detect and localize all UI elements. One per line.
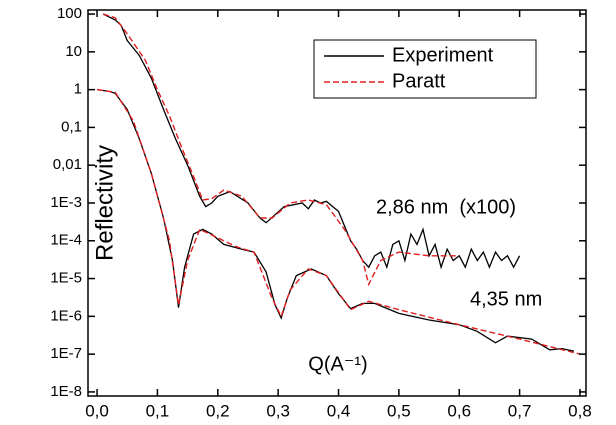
y-tick-label: 0,01 [53, 156, 82, 173]
y-axis-label: Reflectivity [91, 145, 118, 261]
x-tick-label: 0,4 [327, 401, 351, 420]
x-axis-label: Q(A⁻¹) [308, 353, 367, 375]
legend-label: Paratt [392, 70, 446, 92]
annotation: 2,86 nm (x100) [376, 196, 516, 218]
annotation: 4,35 nm [470, 288, 542, 310]
x-tick-label: 0,3 [266, 401, 290, 420]
x-tick-label: 0,0 [85, 401, 109, 420]
x-tick-label: 0,7 [508, 401, 532, 420]
data-line [102, 13, 460, 287]
x-tick-label: 0,6 [447, 401, 471, 420]
y-tick-label: 0,1 [61, 118, 82, 135]
legend-box [313, 39, 537, 99]
x-tick-label: 0,8 [568, 401, 592, 420]
y-tick-label: 1E-3 [50, 194, 82, 211]
y-tick-label: 1E-7 [50, 345, 82, 362]
legend-label: Experiment [392, 44, 494, 66]
y-tick-label: 1E-5 [50, 270, 82, 287]
x-tick-label: 0,5 [387, 401, 411, 420]
y-tick-label: 1 [74, 81, 82, 98]
y-tick-label: 1E-8 [50, 383, 82, 400]
y-tick-label: 1E-6 [50, 307, 82, 324]
x-tick-label: 0,1 [146, 401, 170, 420]
y-tick-label: 10 [65, 43, 82, 60]
data-line [97, 88, 575, 352]
x-tick-label: 0,2 [206, 401, 230, 420]
plot-area [96, 13, 581, 355]
y-tick-label: 100 [57, 5, 82, 22]
y-tick-label: 1E-4 [50, 232, 82, 249]
